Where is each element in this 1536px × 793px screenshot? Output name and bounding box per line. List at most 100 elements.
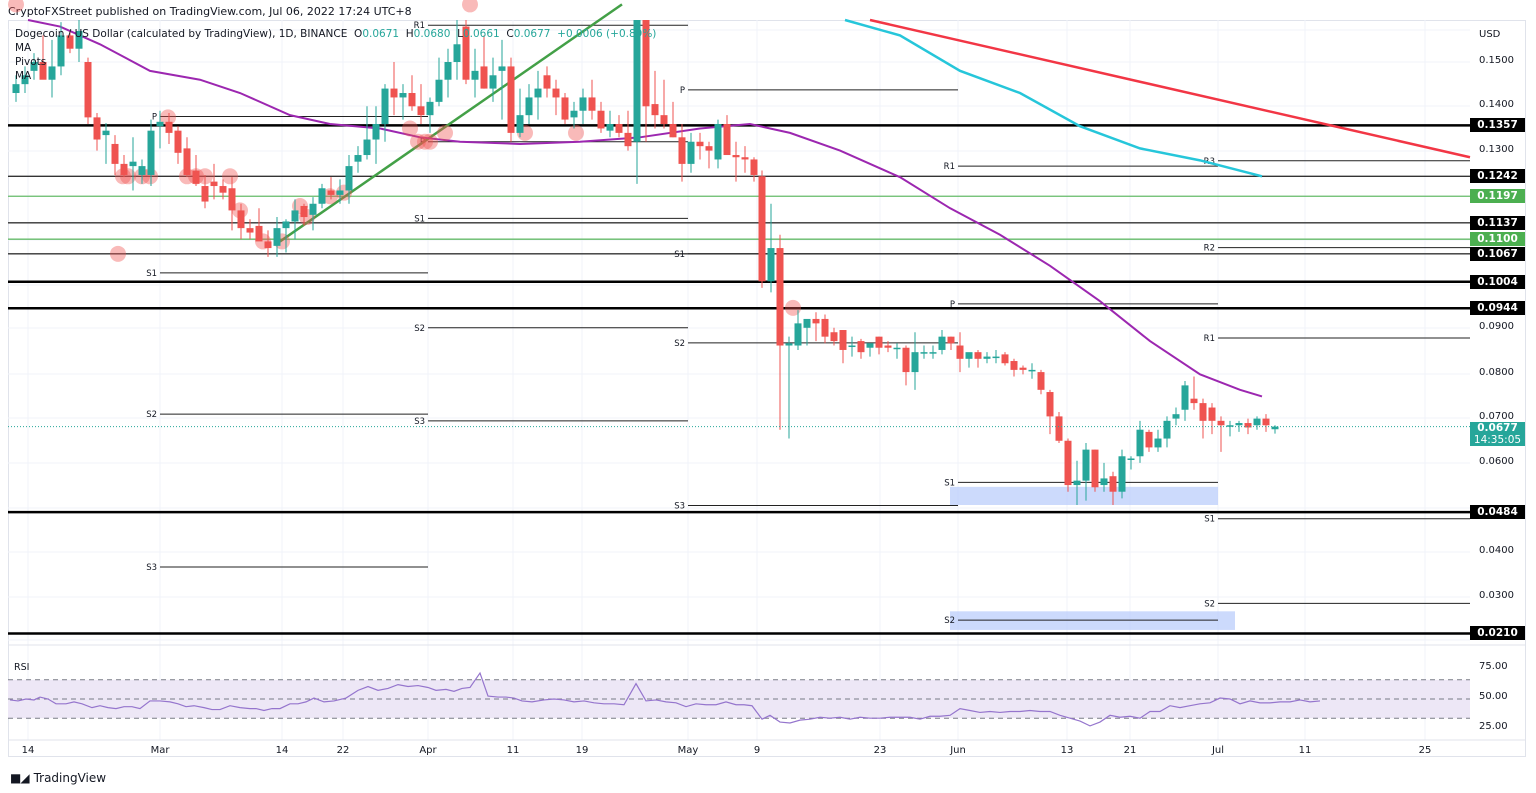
candle-body bbox=[983, 356, 991, 359]
rsi-tick-25: 25.00 bbox=[1479, 721, 1508, 732]
time-label: Apr bbox=[419, 745, 437, 756]
pivot-label: S1 bbox=[674, 250, 685, 260]
candle-body bbox=[282, 221, 290, 229]
candle-body bbox=[830, 332, 838, 342]
time-label: 23 bbox=[873, 745, 887, 756]
candle-body bbox=[1118, 456, 1126, 492]
candle-body bbox=[1172, 414, 1180, 419]
candle-body bbox=[129, 161, 137, 167]
time-label: Mar bbox=[150, 745, 170, 756]
candle-body bbox=[642, 20, 650, 107]
candle-body bbox=[372, 124, 380, 140]
rsi-label[interactable]: RSI bbox=[14, 662, 30, 673]
candle-body bbox=[552, 88, 560, 98]
candle-body bbox=[875, 336, 883, 348]
candle-body bbox=[201, 186, 209, 202]
candle-body bbox=[1046, 392, 1054, 417]
price-tick: 0.0300 bbox=[1479, 590, 1514, 601]
candle-body bbox=[965, 352, 973, 359]
candle-body bbox=[12, 84, 20, 94]
candle-body bbox=[1037, 372, 1045, 390]
candle-body bbox=[138, 166, 146, 175]
price-level-tag: 0.0944 bbox=[1470, 301, 1525, 316]
price-level-tag: 0.0210 bbox=[1470, 626, 1525, 641]
candle-body bbox=[426, 101, 434, 116]
candle-body bbox=[767, 248, 775, 282]
highlight-marker bbox=[8, 0, 24, 13]
close-value: 0.0677 bbox=[513, 28, 551, 40]
candle-body bbox=[75, 30, 83, 49]
highlight-marker bbox=[402, 120, 418, 137]
highlight-zone bbox=[950, 486, 1218, 505]
candle-body bbox=[1091, 449, 1099, 488]
candle-body bbox=[228, 188, 236, 211]
time-label: Jun bbox=[950, 745, 966, 756]
candle-body bbox=[318, 188, 326, 204]
candle-body bbox=[1064, 440, 1072, 486]
time-label: 21 bbox=[1123, 745, 1137, 756]
candle-body bbox=[183, 148, 191, 175]
symbol-row[interactable]: Dogecoin / US Dollar (calculated by Trad… bbox=[15, 28, 657, 40]
candle-body bbox=[1208, 407, 1216, 421]
price-tick: 0.0800 bbox=[1479, 367, 1514, 378]
candle-body bbox=[884, 345, 892, 348]
candle-body bbox=[606, 124, 614, 131]
candle-body bbox=[696, 141, 704, 147]
pivot-label: S3 bbox=[414, 417, 425, 427]
rsi-tick-75: 75.00 bbox=[1479, 661, 1508, 672]
highlight-marker bbox=[462, 0, 478, 13]
candle-body bbox=[1217, 420, 1225, 426]
candle-body bbox=[39, 62, 47, 80]
candle-body bbox=[192, 170, 200, 184]
candle-body bbox=[803, 318, 811, 328]
candle-body bbox=[1154, 438, 1162, 448]
candle-body bbox=[1253, 418, 1261, 426]
open-value: 0.0671 bbox=[362, 28, 400, 40]
candle-body bbox=[246, 228, 254, 233]
candle-body bbox=[561, 97, 569, 120]
candle-body bbox=[974, 352, 982, 359]
indicator-ma-2[interactable]: MA bbox=[15, 70, 32, 82]
candle-body bbox=[938, 336, 946, 350]
candle-body bbox=[902, 347, 910, 373]
indicator-ma-1[interactable]: MA bbox=[15, 42, 32, 54]
candle-body bbox=[1136, 429, 1144, 457]
candle-body bbox=[156, 121, 164, 127]
candle-body bbox=[588, 97, 596, 111]
change-value: +0.0006 (+0.89%) bbox=[557, 28, 657, 40]
footer-brand[interactable]: ■◢ TradingView bbox=[10, 771, 106, 785]
candle-body bbox=[866, 343, 874, 348]
time-label: 19 bbox=[575, 745, 589, 756]
pivot-label: S2 bbox=[1204, 599, 1215, 609]
candle-body bbox=[66, 35, 74, 49]
moving-average-line bbox=[844, 18, 1263, 178]
chart-frame bbox=[8, 20, 1526, 757]
candle-body bbox=[300, 205, 308, 218]
candle-body bbox=[399, 93, 407, 98]
candle-body bbox=[543, 75, 551, 89]
candle-body bbox=[453, 44, 461, 62]
candle-body bbox=[1199, 403, 1207, 421]
price-tick: 0.0400 bbox=[1479, 545, 1514, 556]
candle-body bbox=[93, 117, 101, 140]
price-level-tag: 0.1004 bbox=[1470, 274, 1525, 289]
candle-body bbox=[839, 330, 847, 350]
pivot-label: S3 bbox=[146, 563, 157, 573]
indicator-pivots[interactable]: Pivots bbox=[15, 56, 47, 68]
time-label: 13 bbox=[1060, 745, 1074, 756]
candle-body bbox=[678, 137, 686, 164]
candle-body bbox=[687, 141, 695, 164]
candle-body bbox=[776, 248, 784, 346]
candle-body bbox=[785, 343, 793, 346]
candle-body bbox=[534, 88, 542, 98]
candle-body bbox=[911, 352, 919, 373]
candle-body bbox=[1100, 478, 1108, 486]
candle-body bbox=[1109, 476, 1117, 492]
chart-legend: Dogecoin / US Dollar (calculated by Trad… bbox=[15, 27, 656, 83]
candle-body bbox=[1271, 426, 1279, 430]
candle-body bbox=[120, 163, 128, 175]
candle-body bbox=[57, 35, 65, 67]
candle-body bbox=[956, 345, 964, 359]
candle-body bbox=[848, 345, 856, 348]
